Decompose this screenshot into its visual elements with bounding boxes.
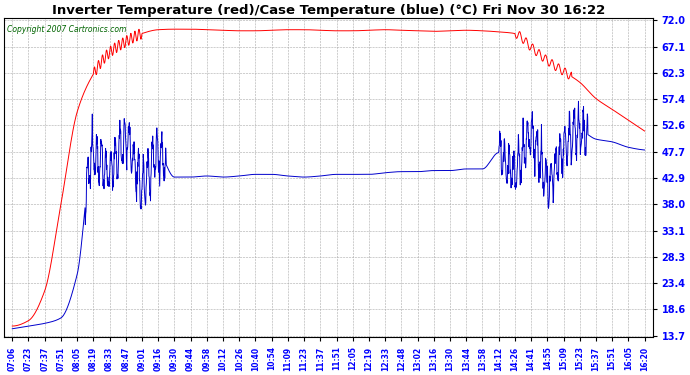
Title: Inverter Temperature (red)/Case Temperature (blue) (°C) Fri Nov 30 16:22: Inverter Temperature (red)/Case Temperat… [52,4,605,17]
Text: Copyright 2007 Cartronics.com: Copyright 2007 Cartronics.com [8,25,127,34]
